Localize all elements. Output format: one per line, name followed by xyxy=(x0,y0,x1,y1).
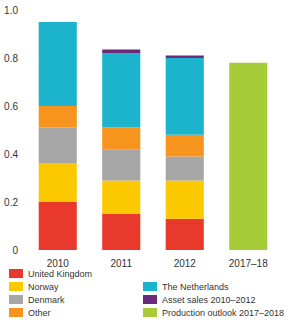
svg-text:The Netherlands: The Netherlands xyxy=(162,282,229,292)
svg-text:Denmark: Denmark xyxy=(28,295,65,305)
svg-text:United Kingdom: United Kingdom xyxy=(28,269,92,279)
svg-text:2012: 2012 xyxy=(174,258,197,269)
svg-text:1.0: 1.0 xyxy=(4,5,18,16)
svg-text:0.8: 0.8 xyxy=(4,53,18,64)
svg-text:2010: 2010 xyxy=(47,258,70,269)
svg-text:0.6: 0.6 xyxy=(4,101,18,112)
svg-text:Asset sales 2010–2012: Asset sales 2010–2012 xyxy=(162,295,256,305)
svg-text:Norway: Norway xyxy=(28,282,59,292)
svg-text:0.4: 0.4 xyxy=(4,149,18,160)
svg-text:0: 0 xyxy=(12,245,18,256)
svg-text:2011: 2011 xyxy=(110,258,132,269)
svg-text:2017–18: 2017–18 xyxy=(229,258,268,269)
svg-text:Production outlook 2017–2018: Production outlook 2017–2018 xyxy=(162,308,284,318)
svg-text:0.2: 0.2 xyxy=(4,197,18,208)
svg-text:Other: Other xyxy=(28,308,51,318)
